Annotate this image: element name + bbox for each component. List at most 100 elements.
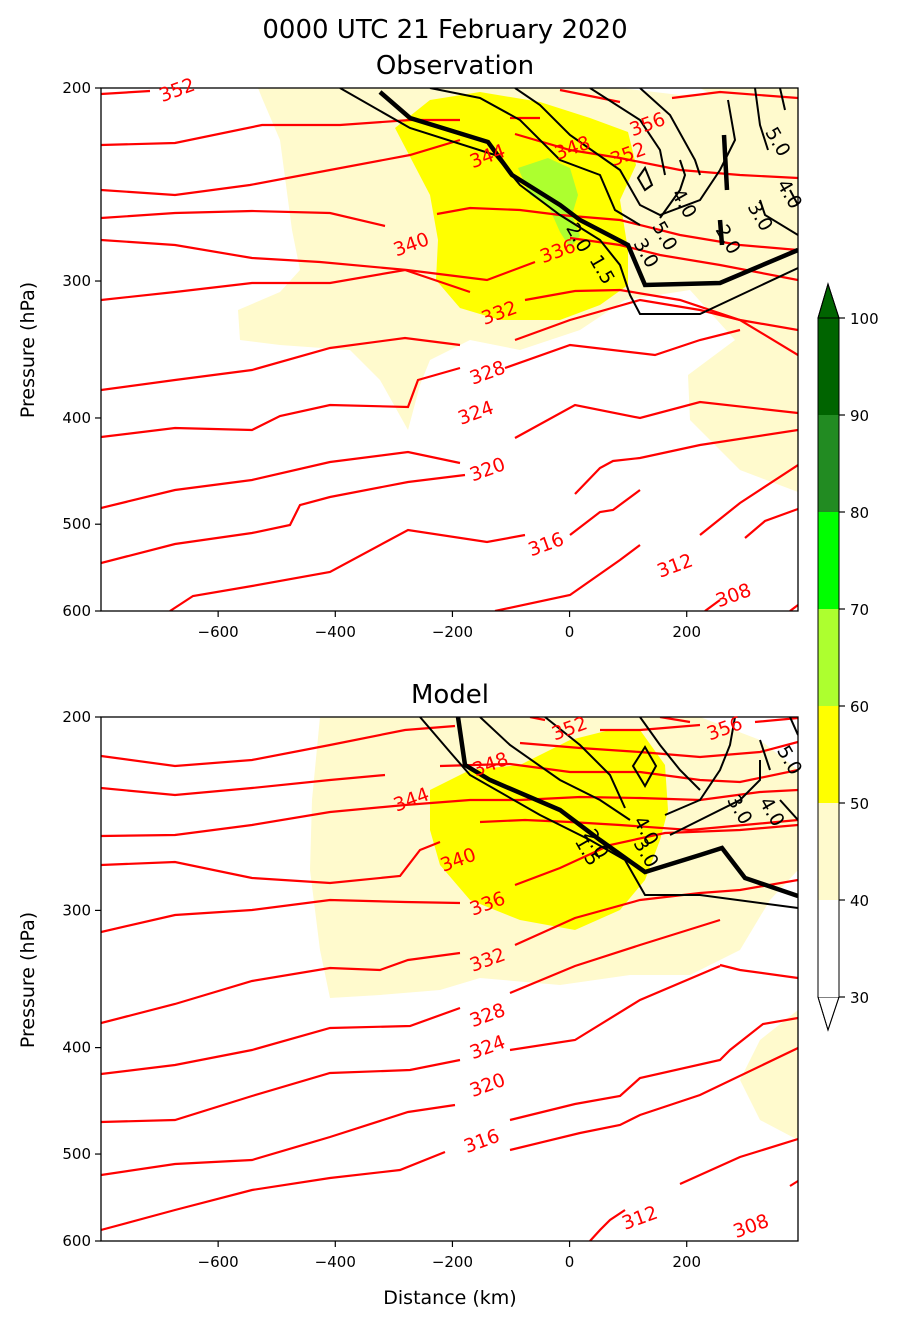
colorbar-band-80-90 bbox=[818, 415, 839, 512]
theta-344-line bbox=[101, 132, 798, 197]
rh-fill-40-50-model-b bbox=[740, 1010, 798, 1140]
panel-title-model: Model bbox=[411, 680, 489, 710]
theta-332-line bbox=[101, 268, 798, 332]
observation-theta-label: 328 bbox=[467, 357, 509, 390]
pv-2-thick-line bbox=[378, 90, 798, 288]
model-xtick-label: −400 bbox=[315, 1253, 356, 1271]
colorbar-band-50-60 bbox=[818, 706, 839, 803]
pv-3-line-a bbox=[429, 88, 687, 226]
observation-theta-label: 320 bbox=[467, 453, 509, 486]
model-theta-label: 308 bbox=[730, 1210, 772, 1243]
model-pv-diamond-marker bbox=[631, 745, 658, 789]
observation-xtick-label: −400 bbox=[315, 623, 356, 641]
colorbar-tick-label: 50 bbox=[850, 795, 869, 813]
theta-352-line bbox=[101, 89, 151, 96]
model-theta-336-line bbox=[101, 818, 798, 885]
model-ticks: −600 −400 −200 0 200 200 300 400 500 600 bbox=[62, 708, 701, 1271]
model-ytick-label: 500 bbox=[62, 1145, 91, 1163]
model-theta-312-line bbox=[101, 1047, 798, 1232]
model-ytick-label: 400 bbox=[62, 1039, 91, 1057]
colorbar-tick-label: 90 bbox=[850, 407, 869, 425]
colorbar-tick-label: 100 bbox=[850, 310, 879, 328]
model-theta-label: 320 bbox=[467, 1069, 509, 1102]
panel-title-observation: Observation bbox=[376, 51, 534, 81]
model-theta-label: 312 bbox=[619, 1202, 661, 1235]
theta-320-line bbox=[101, 400, 798, 510]
model-ylabel: Pressure (hPa) bbox=[17, 912, 39, 1048]
observation-ytick-label: 300 bbox=[62, 272, 91, 290]
pv-3b-line bbox=[639, 88, 701, 176]
model-theta-340-line bbox=[101, 788, 798, 838]
colorbar-tick-label: 30 bbox=[850, 989, 869, 1007]
colorbar-extend-top bbox=[817, 282, 840, 319]
model-theta-332-line bbox=[101, 823, 798, 934]
model-pv-2-thick-line bbox=[455, 717, 798, 899]
observation-theta-label: 352 bbox=[156, 74, 198, 107]
rh-fill-60-70 bbox=[518, 158, 580, 248]
model-pv-1-5-line bbox=[419, 717, 798, 909]
theta-304-line bbox=[789, 604, 798, 611]
pv-right-group-line bbox=[754, 88, 798, 236]
colorbar-band-90-100 bbox=[818, 318, 839, 415]
theta-312-line bbox=[169, 464, 798, 611]
pv-contours bbox=[339, 88, 798, 315]
colorbar-band-60-70 bbox=[818, 609, 839, 706]
model-axes-frame bbox=[100, 716, 799, 1242]
pv-5-line bbox=[589, 88, 666, 176]
theta-316-line bbox=[101, 428, 798, 565]
observation-ytick-label: 600 bbox=[62, 602, 91, 620]
colorbar-ticks: 30 40 50 60 70 80 90 100 bbox=[839, 310, 879, 1007]
theta-contours bbox=[101, 88, 798, 611]
colorbar-band-40-50 bbox=[818, 803, 839, 900]
model-theta-308-line bbox=[589, 1137, 798, 1241]
model-pv-contours bbox=[419, 717, 798, 909]
figure-title-line1: 0000 UTC 21 February 2020 bbox=[262, 15, 627, 45]
observation-theta-label: 308 bbox=[713, 579, 755, 612]
model-ytick-label: 600 bbox=[62, 1232, 91, 1250]
colorbar-band-30-40 bbox=[818, 900, 839, 997]
observation-xtick-label: −200 bbox=[432, 623, 473, 641]
colorbar-tick-label: 70 bbox=[850, 601, 869, 619]
observation-ticks: −600 −400 −200 0 200 200 300 400 500 600 bbox=[62, 79, 701, 641]
observation-ytick-label: 500 bbox=[62, 515, 91, 533]
model-theta-344-line bbox=[101, 762, 798, 797]
model-xtick-label: −200 bbox=[432, 1253, 473, 1271]
pv-2-right-line bbox=[717, 134, 730, 246]
model-xtick-label: −600 bbox=[198, 1253, 239, 1271]
pv-4-line bbox=[514, 88, 737, 217]
observation-ytick-label: 200 bbox=[62, 79, 91, 97]
observation-xtick-label: 200 bbox=[672, 623, 701, 641]
colorbar-band-70-80 bbox=[818, 512, 839, 609]
model-theta-324-line bbox=[101, 918, 798, 1076]
model-xlabel: Distance (km) bbox=[383, 1287, 516, 1309]
model-theta-label: 316 bbox=[461, 1125, 503, 1158]
model-theta-320-line bbox=[101, 964, 721, 1124]
rh-fill-50-60 bbox=[395, 92, 636, 320]
colorbar-tick-label: 80 bbox=[850, 504, 869, 522]
theta-328-line bbox=[101, 298, 798, 392]
model-xtick-label: 200 bbox=[672, 1253, 701, 1271]
observation-ytick-label: 400 bbox=[62, 409, 91, 427]
observation-xtick-label: 0 bbox=[565, 623, 575, 641]
model-theta-316-line bbox=[101, 1016, 798, 1177]
observation-xtick-label: −600 bbox=[198, 623, 239, 641]
colorbar: 30 40 50 60 70 80 90 100 bbox=[817, 282, 879, 1032]
pv-diamond-marker bbox=[636, 165, 654, 192]
observation-axes-frame bbox=[100, 87, 799, 612]
model-theta-label: 324 bbox=[467, 1031, 509, 1064]
model-pv-right-line bbox=[759, 717, 798, 821]
model-ytick-label: 300 bbox=[62, 901, 91, 919]
theta-340-line bbox=[101, 206, 798, 252]
observation-theta-label: 324 bbox=[455, 397, 497, 430]
observation-theta-label: 316 bbox=[525, 528, 567, 561]
model-pv-4-line bbox=[544, 717, 736, 816]
model-theta-label: 328 bbox=[467, 999, 509, 1032]
colorbar-extend-bottom bbox=[817, 996, 840, 1032]
rh-fill-40-50-b bbox=[700, 88, 798, 140]
pv-1-5-line bbox=[339, 88, 798, 315]
model-theta-328-line bbox=[101, 878, 798, 1025]
colorbar-tick-label: 60 bbox=[850, 698, 869, 716]
